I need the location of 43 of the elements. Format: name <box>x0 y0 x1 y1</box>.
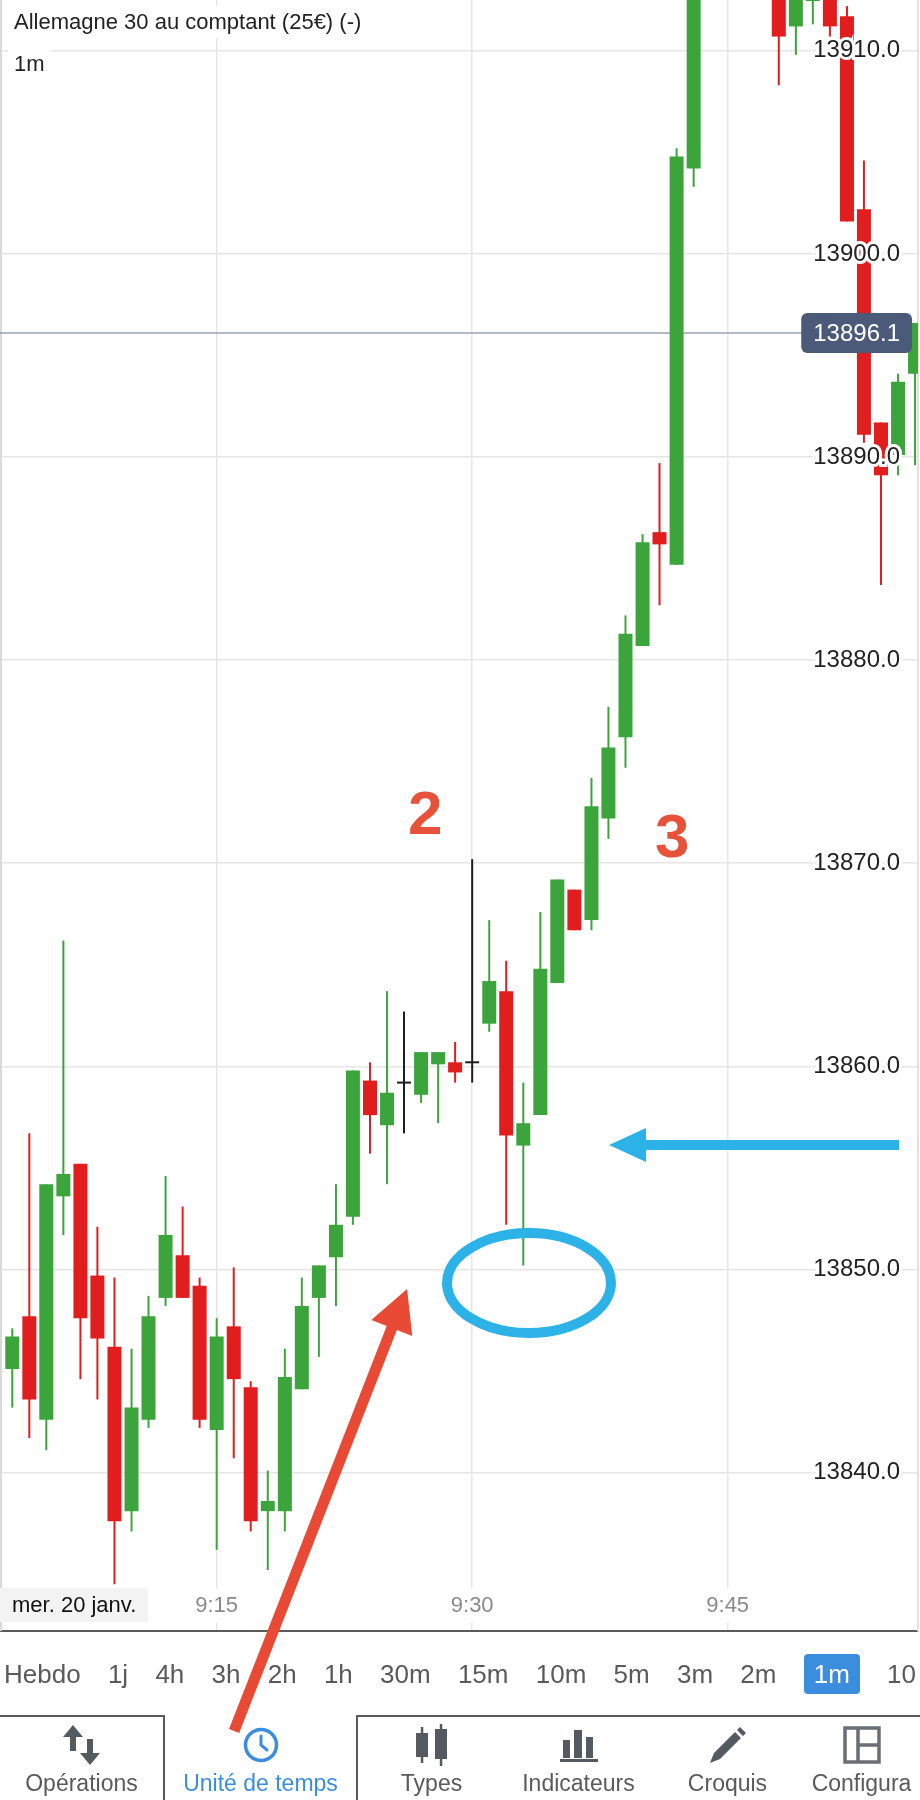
text: 4h <box>155 1658 185 1691</box>
y-tick-label: 13850.0 <box>813 1254 900 1282</box>
text: Configura <box>810 1769 913 1798</box>
y-tick-label: 13840.0 <box>813 1457 900 1485</box>
text: Indicateurs <box>521 1769 636 1798</box>
candlestick <box>805 0 820 26</box>
annotation: mer. 20 janv. <box>0 1588 149 1622</box>
text: 1m <box>8 50 51 78</box>
text: 2h <box>267 1658 297 1691</box>
text: Hebdo <box>4 1658 81 1691</box>
text: Croquis <box>686 1769 769 1798</box>
text: Unité de temps <box>182 1769 339 1798</box>
x-tick-label: 9:30 <box>450 1591 494 1617</box>
candlestick <box>516 1081 531 1267</box>
text: Opérations <box>24 1769 139 1798</box>
text: 5m <box>613 1658 650 1691</box>
text: 3h <box>211 1658 241 1691</box>
candlestick <box>652 462 667 607</box>
x-tick-label: 9:45 <box>706 1591 750 1617</box>
candlestick <box>56 939 71 1236</box>
candlestick <box>397 1010 412 1135</box>
text: 1j <box>107 1658 129 1691</box>
text: 30m <box>380 1658 431 1691</box>
text: 10m <box>535 1658 587 1691</box>
y-tick-label: 13880.0 <box>813 644 900 672</box>
y-tick-label: 13860.0 <box>813 1050 900 1078</box>
x-tick-label: 9:15 <box>195 1591 239 1617</box>
candlestick <box>448 1040 463 1084</box>
text: 15m <box>457 1658 509 1691</box>
annotation: 2 <box>408 778 443 847</box>
text: 1h <box>323 1658 353 1691</box>
text: Types <box>399 1769 464 1798</box>
text: 2m <box>740 1658 777 1691</box>
text: 10 <box>887 1658 916 1691</box>
candlestick <box>431 1051 446 1125</box>
candlestick <box>465 858 480 1084</box>
text: 3m <box>676 1658 714 1691</box>
candlestick <box>260 1469 275 1572</box>
text: 1m <box>803 1654 860 1694</box>
ref-line-label: 13896.1 <box>813 318 901 346</box>
y-tick-label: 13870.0 <box>813 847 900 875</box>
annotation: 3 <box>655 801 690 870</box>
chart-title: Allemagne 30 au comptant (25€) (-) <box>8 6 368 38</box>
